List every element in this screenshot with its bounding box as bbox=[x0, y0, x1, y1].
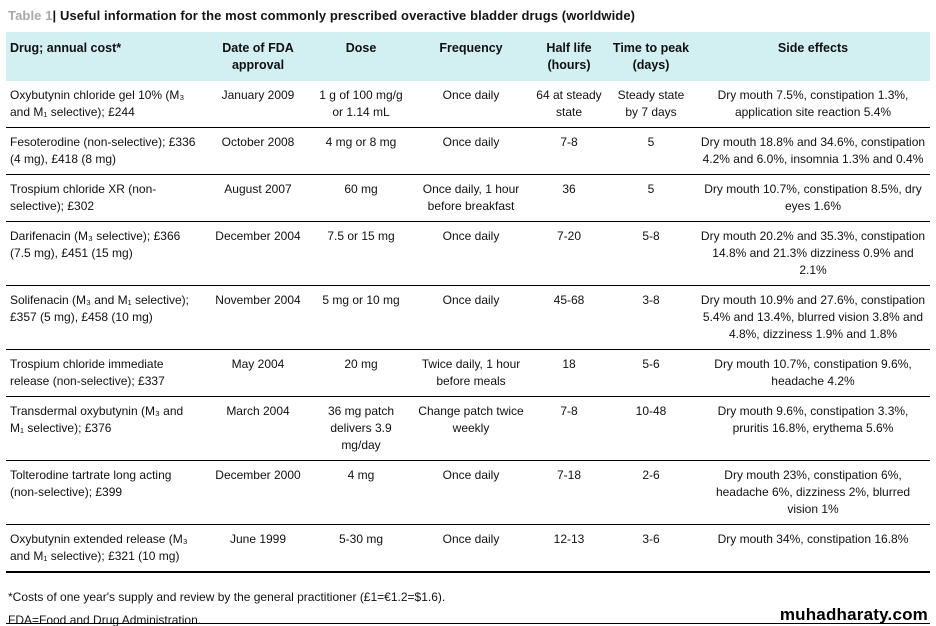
cell-drug: Trospium chloride immediate release (non… bbox=[6, 349, 204, 398]
cell-half_life: 7-18 bbox=[532, 460, 606, 526]
table-title: Table 1| Useful information for the most… bbox=[8, 8, 930, 23]
cell-half_life: 7-20 bbox=[532, 221, 606, 287]
cell-dose: 5-30 mg bbox=[312, 524, 410, 574]
watermark-text: muhadharaty.com bbox=[779, 605, 928, 625]
cell-dose: 7.5 or 15 mg bbox=[312, 221, 410, 287]
cell-side_effects: Dry mouth 23%, constipation 6%, headache… bbox=[696, 460, 930, 526]
cell-half_life: 18 bbox=[532, 349, 606, 398]
bottom-rule bbox=[6, 623, 930, 624]
cell-frequency: Once daily bbox=[410, 285, 532, 351]
header-row: Drug; annual cost* Date of FDA approval Do… bbox=[6, 32, 930, 81]
cell-half_life: 45-68 bbox=[532, 285, 606, 351]
cell-time_to_peak: 5-8 bbox=[606, 221, 696, 287]
cell-half_life: 7-8 bbox=[532, 127, 606, 175]
cell-frequency: Once daily, 1 hour before breakfast bbox=[410, 174, 532, 222]
table-row: Oxybutynin chloride gel 10% (M₃ and M₁ s… bbox=[6, 80, 930, 128]
cell-frequency: Once daily bbox=[410, 221, 532, 287]
cell-side_effects: Dry mouth 10.7%, constipation 8.5%, dry … bbox=[696, 174, 930, 222]
cell-frequency: Twice daily, 1 hour before meals bbox=[410, 349, 532, 398]
cell-side_effects: Dry mouth 20.2% and 35.3%, constipation … bbox=[696, 221, 930, 287]
cell-frequency: Change patch twice weekly bbox=[410, 396, 532, 462]
cell-half_life: 12-13 bbox=[532, 524, 606, 574]
cell-fda: August 2007 bbox=[204, 174, 312, 222]
cell-side_effects: Dry mouth 7.5%, constipation 1.3%, appli… bbox=[696, 80, 930, 128]
cell-drug: Transdermal oxybutynin (M₃ and M₁ select… bbox=[6, 396, 204, 462]
cell-half_life: 64 at steady state bbox=[532, 80, 606, 128]
table-row: Solifenacin (M₃ and M₁ selective); £357 … bbox=[6, 285, 930, 351]
cell-frequency: Once daily bbox=[410, 524, 532, 574]
cell-time_to_peak: 5-6 bbox=[606, 349, 696, 398]
cell-drug: Oxybutynin extended release (M₃ and M₁ s… bbox=[6, 524, 204, 574]
cell-fda: December 2000 bbox=[204, 460, 312, 526]
cell-drug: Trospium chloride XR (non-selective); £3… bbox=[6, 174, 204, 222]
cell-fda: March 2004 bbox=[204, 396, 312, 462]
cell-side_effects: Dry mouth 9.6%, constipation 3.3%, pruri… bbox=[696, 396, 930, 462]
cell-drug: Darifenacin (M₃ selective); £366 (7.5 mg… bbox=[6, 221, 204, 287]
cell-fda: October 2008 bbox=[204, 127, 312, 175]
table-row: Oxybutynin extended release (M₃ and M₁ s… bbox=[6, 524, 930, 574]
cell-side_effects: Dry mouth 10.9% and 27.6%, constipation … bbox=[696, 285, 930, 351]
cell-fda: June 1999 bbox=[204, 524, 312, 574]
cell-fda: November 2004 bbox=[204, 285, 312, 351]
cell-dose: 1 g of 100 mg/g or 1.14 mL bbox=[312, 80, 410, 128]
table-body: Oxybutynin chloride gel 10% (M₃ and M₁ s… bbox=[6, 80, 930, 574]
col-header-dose: Dose bbox=[312, 32, 410, 81]
cell-time_to_peak: 10-48 bbox=[606, 396, 696, 462]
cell-drug: Fesoterodine (non-selective); £336 (4 mg… bbox=[6, 127, 204, 175]
cell-frequency: Once daily bbox=[410, 80, 532, 128]
cell-side_effects: Dry mouth 18.8% and 34.6%, constipation … bbox=[696, 127, 930, 175]
cell-side_effects: Dry mouth 34%, constipation 16.8% bbox=[696, 524, 930, 574]
table-row: Trospium chloride immediate release (non… bbox=[6, 349, 930, 398]
col-header-drug: Drug; annual cost* bbox=[6, 32, 204, 81]
table-row: Transdermal oxybutynin (M₃ and M₁ select… bbox=[6, 396, 930, 462]
footnote-fda: FDA=Food and Drug Administration. bbox=[8, 612, 202, 626]
drug-info-table: Drug; annual cost* Date of FDA approval Do… bbox=[6, 32, 930, 574]
cell-dose: 36 mg patch delivers 3.9 mg/day bbox=[312, 396, 410, 462]
cell-time_to_peak: 2-6 bbox=[606, 460, 696, 526]
cell-fda: January 2009 bbox=[204, 80, 312, 128]
cell-time_to_peak: 5 bbox=[606, 174, 696, 222]
table-number-label: Table 1 bbox=[8, 8, 53, 23]
cell-dose: 4 mg bbox=[312, 460, 410, 526]
cell-dose: 60 mg bbox=[312, 174, 410, 222]
col-header-fda: Date of FDA approval bbox=[204, 32, 312, 81]
cell-frequency: Once daily bbox=[410, 127, 532, 175]
cell-side_effects: Dry mouth 10.7%, constipation 9.6%, head… bbox=[696, 349, 930, 398]
cell-drug: Solifenacin (M₃ and M₁ selective); £357 … bbox=[6, 285, 204, 351]
table-row: Darifenacin (M₃ selective); £366 (7.5 mg… bbox=[6, 221, 930, 287]
table-row: Trospium chloride XR (non-selective); £3… bbox=[6, 174, 930, 222]
cell-time_to_peak: 5 bbox=[606, 127, 696, 175]
cell-fda: December 2004 bbox=[204, 221, 312, 287]
cell-half_life: 36 bbox=[532, 174, 606, 222]
table-row: Fesoterodine (non-selective); £336 (4 mg… bbox=[6, 127, 930, 175]
table-caption: | Useful information for the most common… bbox=[52, 8, 636, 23]
cell-frequency: Once daily bbox=[410, 460, 532, 526]
table-header: Drug; annual cost* Date of FDA approval Do… bbox=[6, 32, 930, 81]
table-row: Tolterodine tartrate long acting (non-se… bbox=[6, 460, 930, 526]
cell-fda: May 2004 bbox=[204, 349, 312, 398]
col-header-frequency: Frequency bbox=[410, 32, 532, 81]
cell-drug: Tolterodine tartrate long acting (non-se… bbox=[6, 460, 204, 526]
cell-time_to_peak: 3-8 bbox=[606, 285, 696, 351]
cell-dose: 20 mg bbox=[312, 349, 410, 398]
footnote-costs: *Costs of one year's supply and review b… bbox=[8, 590, 446, 605]
cell-time_to_peak: 3-6 bbox=[606, 524, 696, 574]
cell-drug: Oxybutynin chloride gel 10% (M₃ and M₁ s… bbox=[6, 80, 204, 128]
cell-dose: 4 mg or 8 mg bbox=[312, 127, 410, 175]
footnotes: *Costs of one year's supply and review b… bbox=[6, 586, 930, 626]
col-header-time_to_peak: Time to peak (days) bbox=[606, 32, 696, 81]
cell-half_life: 7-8 bbox=[532, 396, 606, 462]
cell-dose: 5 mg or 10 mg bbox=[312, 285, 410, 351]
cell-time_to_peak: Steady state by 7 days bbox=[606, 80, 696, 128]
col-header-side_effects: Side effects bbox=[696, 32, 930, 81]
col-header-half_life: Half life (hours) bbox=[532, 32, 606, 81]
